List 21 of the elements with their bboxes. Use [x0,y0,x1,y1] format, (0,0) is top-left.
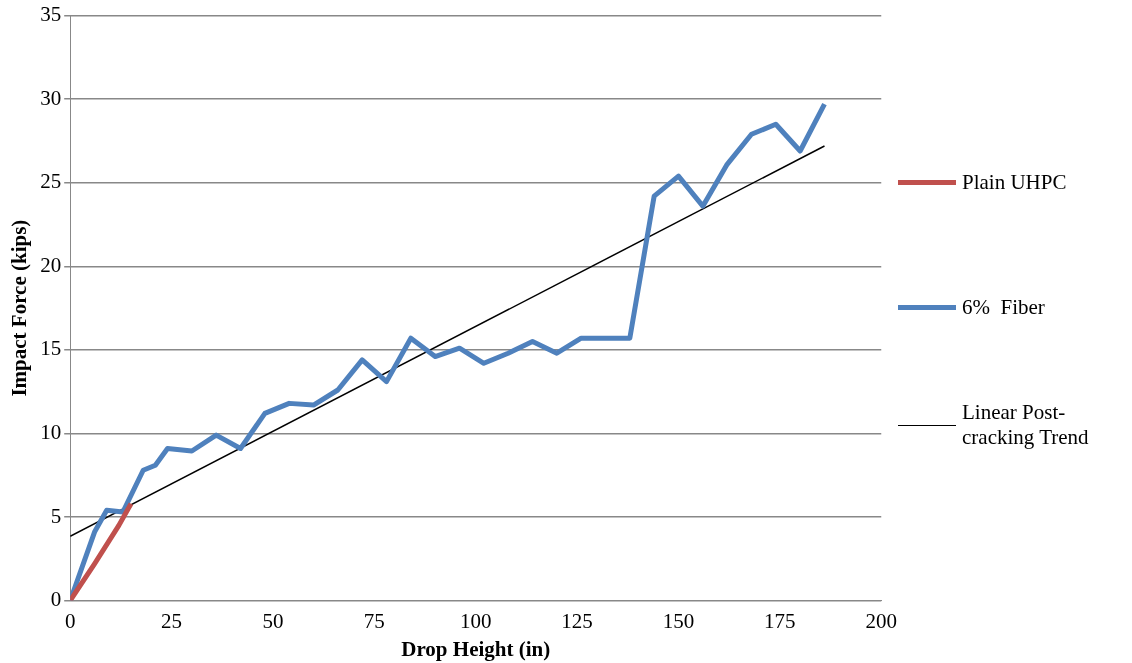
x-tick-label: 50 [262,608,284,633]
legend-label: 6% Fiber [962,295,1046,320]
x-tick-label: 150 [662,608,695,633]
x-axis-title: Drop Height (in) [401,636,551,661]
y-tick-label: 30 [40,85,62,110]
x-tick-label: 25 [161,608,183,633]
x-tick-label: 75 [363,608,385,633]
y-tick-label: 25 [40,169,62,194]
y-tick-label: 5 [50,503,62,528]
x-tick-label: 200 [865,608,897,633]
legend-label: Linear Post-cracking Trend [962,400,1090,450]
y-axis-title: Impact Force (kips) [7,219,32,397]
y-tick-label: 35 [40,2,62,27]
y-tick-label: 15 [40,336,62,361]
x-tick-label: 125 [561,608,593,633]
y-tick-label: 0 [50,587,62,612]
y-tick-label: 20 [40,252,62,277]
x-tick-label: 100 [459,608,492,633]
legend-label: Plain UHPC [962,170,1068,195]
y-tick-label: 10 [40,419,62,444]
x-tick-label: 175 [764,608,796,633]
